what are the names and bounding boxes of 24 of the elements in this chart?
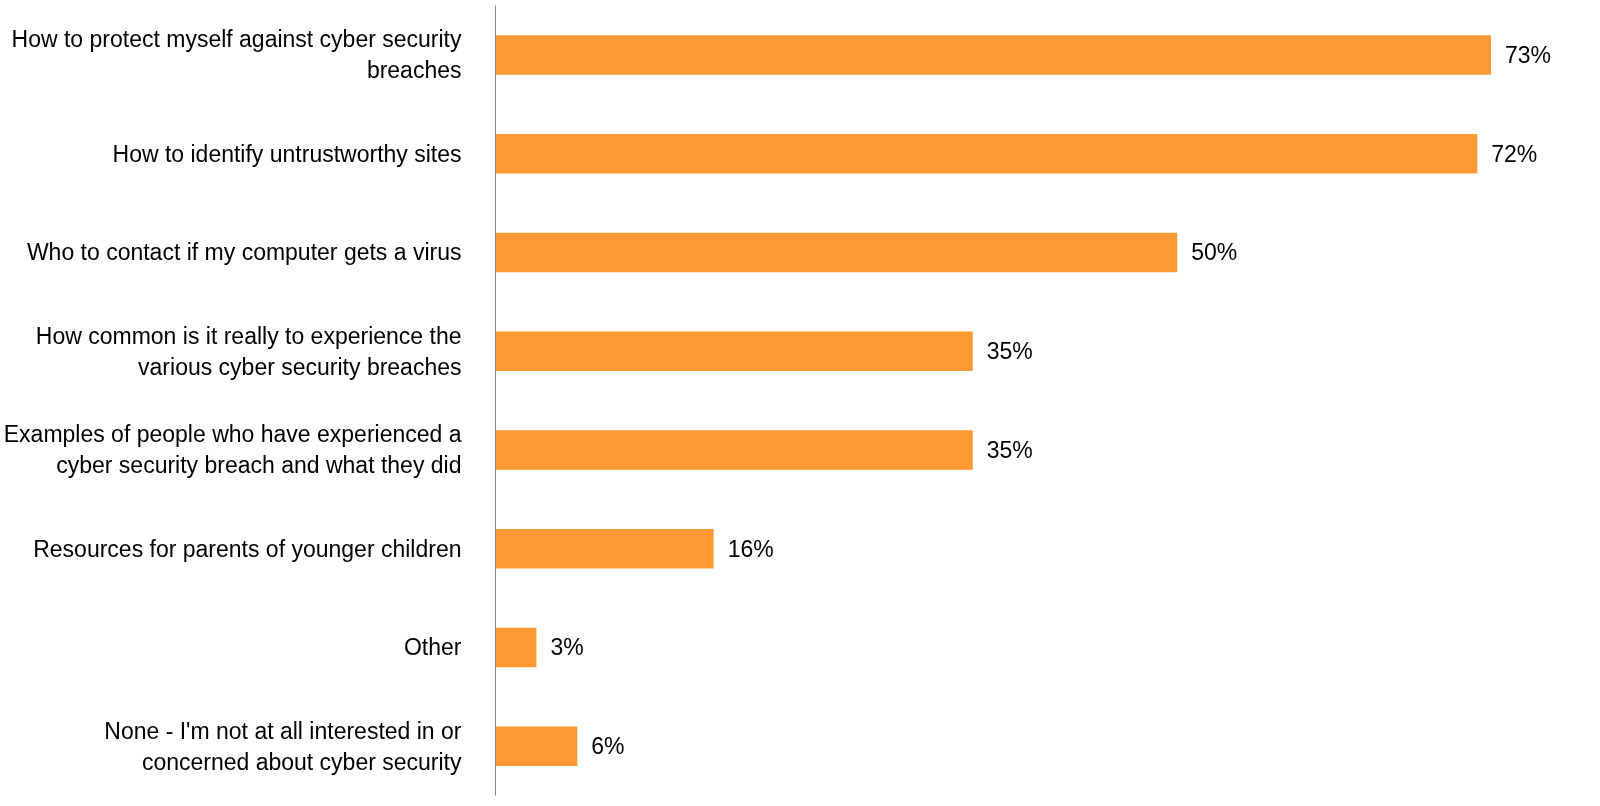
bar bbox=[495, 528, 714, 569]
data-label: 16% bbox=[727, 535, 774, 562]
y-tick-label: None - I'm not at all interested in or concerned about cyber security bbox=[104, 717, 462, 775]
bar bbox=[495, 133, 1478, 174]
data-label: 6% bbox=[591, 733, 625, 760]
y-tick-label: How to identify untrustworthy sites bbox=[112, 140, 462, 167]
y-tick-label: Examples of people who have experienced a cyber security breach and what they did bbox=[3, 421, 462, 479]
data-label: 35% bbox=[986, 338, 1033, 365]
data-label: 3% bbox=[550, 634, 584, 661]
bar bbox=[495, 430, 973, 470]
data-label: 72% bbox=[1491, 140, 1538, 167]
data-label: 35% bbox=[986, 436, 1033, 463]
bar bbox=[495, 35, 1491, 75]
data-label: 73% bbox=[1504, 41, 1551, 68]
y-tick-label: Who to contact if my computer gets a virus bbox=[26, 239, 462, 266]
y-tick-label: Other bbox=[403, 634, 462, 661]
bar bbox=[495, 627, 537, 668]
y-tick-label: How to protect myself against cyber security breaches bbox=[11, 26, 462, 84]
bar bbox=[495, 331, 973, 371]
data-label: 50% bbox=[1191, 239, 1238, 266]
bar bbox=[495, 726, 578, 766]
y-tick-label: Resources for parents of younger children bbox=[33, 535, 462, 562]
y-tick-label: How common is it really to experience the various cyber security breaches bbox=[35, 322, 462, 380]
bar bbox=[495, 232, 1178, 273]
